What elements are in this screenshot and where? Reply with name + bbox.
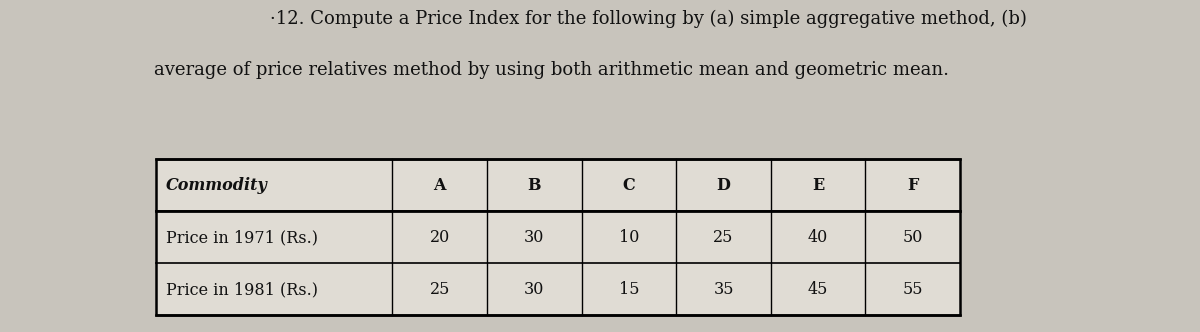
Text: 40: 40 <box>808 229 828 246</box>
Text: ·12. Compute a Price Index for the following by (a) simple aggregative method, (: ·12. Compute a Price Index for the follo… <box>270 10 1026 28</box>
Text: A: A <box>433 177 446 194</box>
Text: B: B <box>528 177 541 194</box>
Text: 50: 50 <box>902 229 923 246</box>
Text: 10: 10 <box>619 229 640 246</box>
Text: Commodity: Commodity <box>166 177 268 194</box>
Text: E: E <box>812 177 824 194</box>
Text: Price in 1971 (Rs.): Price in 1971 (Rs.) <box>166 229 318 246</box>
Text: 20: 20 <box>430 229 450 246</box>
Text: D: D <box>716 177 731 194</box>
Bar <box>156 159 960 315</box>
Text: 30: 30 <box>524 229 545 246</box>
Bar <box>156 159 960 315</box>
Text: C: C <box>623 177 635 194</box>
Text: 45: 45 <box>808 281 828 298</box>
Text: 25: 25 <box>430 281 450 298</box>
Text: F: F <box>907 177 918 194</box>
Text: average of price relatives method by using both arithmetic mean and geometric me: average of price relatives method by usi… <box>155 61 949 79</box>
Text: Price in 1981 (Rs.): Price in 1981 (Rs.) <box>166 281 318 298</box>
Text: 55: 55 <box>902 281 923 298</box>
Text: 35: 35 <box>713 281 733 298</box>
Text: 25: 25 <box>713 229 733 246</box>
Text: 15: 15 <box>619 281 640 298</box>
Text: 30: 30 <box>524 281 545 298</box>
